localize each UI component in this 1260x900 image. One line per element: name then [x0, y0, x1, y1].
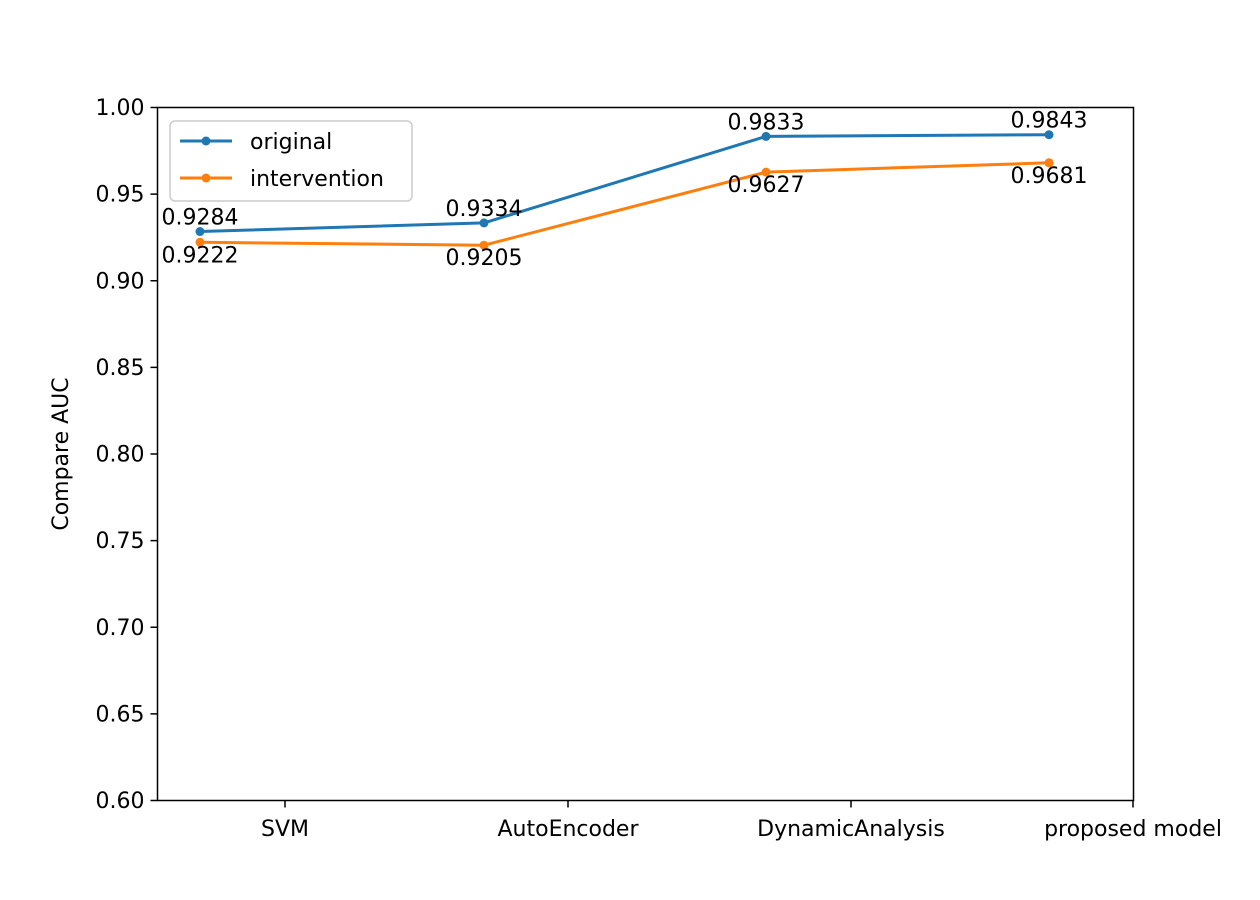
- y-axis-ticks: 0.60 0.65 0.70 0.75 0.80 0.85 0.90 0.95 1.00: [96, 96, 158, 814]
- data-point-original: [195, 227, 205, 237]
- data-label-intervention: 0.9681: [1011, 164, 1088, 189]
- data-point-intervention: [479, 240, 489, 250]
- data-label-intervention: 0.9627: [728, 173, 805, 198]
- data-point-intervention: [1044, 158, 1054, 168]
- data-label-original: 0.9843: [1011, 109, 1088, 134]
- y-tick-label: 0.70: [96, 616, 145, 641]
- y-tick-label: 0.85: [96, 356, 145, 381]
- y-tick-label: 1.00: [96, 96, 145, 121]
- legend-marker-intervention: [201, 173, 211, 183]
- y-tick-label: 0.75: [96, 529, 145, 554]
- data-labels: 0.9284 0.9334 0.9833 0.9843 0.9222 0.9205 0.96…: [162, 109, 1088, 272]
- data-point-original: [479, 218, 489, 228]
- series-line-original: [199, 133, 1050, 234]
- y-axis-label: Compare AUC: [49, 377, 74, 530]
- data-point-original: [761, 131, 771, 141]
- y-tick-label: 0.60: [96, 789, 145, 814]
- x-tick-label: proposed model: [1044, 817, 1222, 842]
- y-tick-label: 0.90: [96, 269, 145, 294]
- legend-label-original: original: [250, 130, 332, 155]
- y-tick-label: 0.65: [96, 702, 145, 727]
- legend-marker-original: [201, 136, 211, 146]
- data-point-original: [1044, 130, 1054, 140]
- y-tick-label: 0.80: [96, 443, 145, 468]
- y-tick-label: 0.95: [96, 183, 145, 208]
- x-tick-label: AutoEncoder: [497, 817, 639, 842]
- x-axis-ticks: SVM AutoEncoder DynamicAnalysis proposed mo…: [261, 800, 1222, 842]
- data-point-intervention: [195, 237, 205, 247]
- series-line-intervention: [199, 161, 1050, 247]
- x-tick-label: DynamicAnalysis: [757, 817, 945, 842]
- data-label-intervention: 0.9222: [162, 243, 239, 268]
- legend: original intervention: [169, 120, 413, 202]
- series-layer: [195, 130, 1054, 250]
- data-label-original: 0.9284: [162, 206, 239, 231]
- data-label-original: 0.9833: [728, 110, 805, 135]
- data-point-intervention: [761, 167, 771, 177]
- data-label-original: 0.9334: [446, 197, 523, 222]
- legend-label-intervention: intervention: [250, 167, 384, 192]
- data-label-intervention: 0.9205: [446, 246, 523, 271]
- plot-frame: [156, 106, 1135, 802]
- x-tick-label: SVM: [261, 817, 309, 842]
